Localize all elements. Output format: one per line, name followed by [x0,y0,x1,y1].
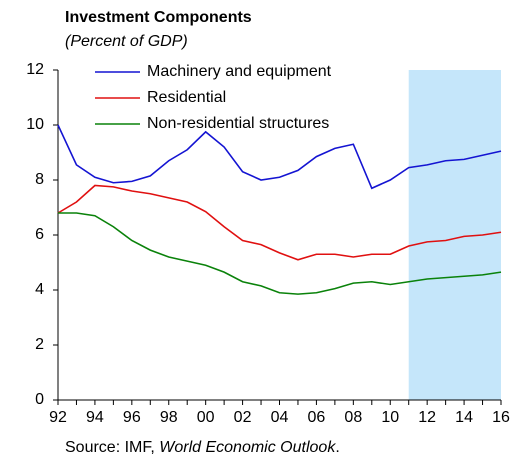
legend-label: Residential [147,89,226,106]
y-tick-label: 6 [35,226,44,243]
x-tick-label: 94 [86,409,104,426]
source-suffix: . [335,439,339,456]
legend-label: Non-residential structures [147,115,329,132]
x-tick-label: 12 [418,409,436,426]
x-tick-label: 04 [271,409,289,426]
y-tick-label: 4 [35,281,44,298]
x-tick-label: 02 [234,409,252,426]
y-tick-label: 8 [35,171,44,188]
legend-label: Machinery and equipment [147,63,332,80]
source-italic: World Economic Outlook [159,439,336,456]
y-tick-label: 0 [35,391,44,408]
chart-subtitle: (Percent of GDP) [65,33,188,50]
x-tick-label: 06 [308,409,326,426]
x-tick-label: 08 [344,409,362,426]
x-tick-label: 10 [381,409,399,426]
y-tick-label: 10 [26,116,44,133]
x-tick-label: 16 [492,409,510,426]
chart-title: Investment Components [65,9,252,26]
source-prefix: Source: IMF, [65,439,159,456]
x-tick-label: 98 [160,409,178,426]
x-tick-label: 00 [197,409,215,426]
y-tick-label: 12 [26,61,44,78]
x-tick-label: 92 [49,409,67,426]
y-tick-label: 2 [35,336,44,353]
x-tick-label: 96 [123,409,141,426]
series-line [57,184,502,261]
series-line [57,124,502,190]
x-tick-label: 14 [455,409,473,426]
source-note: Source: IMF, World Economic Outlook. [65,439,340,456]
series-line [58,212,502,295]
